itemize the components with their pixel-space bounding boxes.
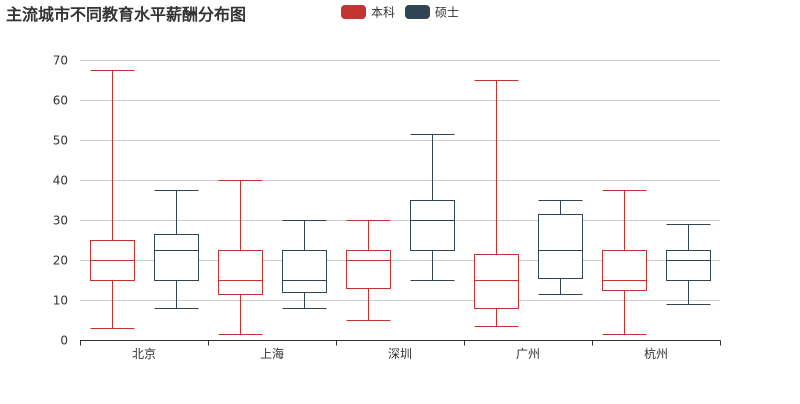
x-tick-label-0: 北京: [132, 347, 156, 361]
x-tick-label-1: 上海: [260, 346, 284, 361]
y-tick-label-10: 10: [53, 294, 68, 308]
y-tick-label-60: 60: [53, 94, 68, 108]
series-1: [154, 134, 711, 309]
legend-swatch-undergrad: [341, 5, 366, 19]
legend-swatch-master: [405, 5, 430, 19]
legend-label-master: 硕士: [435, 6, 459, 20]
box-body-1-2: [410, 200, 455, 251]
box-1-0[interactable]: [154, 190, 199, 309]
legend: 本科 硕士: [341, 5, 459, 20]
box-body-1-3: [538, 214, 583, 279]
chart-title: 主流城市不同教育水平薪酬分布图: [6, 5, 246, 24]
box-body-1-1: [282, 250, 327, 293]
y-tick-label-30: 30: [53, 214, 68, 228]
y-tick-label-40: 40: [53, 174, 68, 188]
box-0-1[interactable]: [218, 180, 263, 335]
y-tick-label-20: 20: [53, 254, 68, 268]
boxplot-series: [90, 70, 711, 335]
box-1-1[interactable]: [282, 220, 327, 309]
series-0: [90, 70, 647, 335]
box-0-0[interactable]: [90, 70, 135, 329]
box-0-3[interactable]: [474, 80, 519, 327]
legend-item-undergrad[interactable]: 本科: [341, 5, 395, 20]
box-1-3[interactable]: [538, 200, 583, 295]
box-body-1-4: [666, 250, 711, 281]
box-0-4[interactable]: [602, 190, 647, 335]
box-body-0-1: [218, 250, 263, 295]
box-1-2[interactable]: [410, 134, 455, 281]
y-tick-label-0: 0: [60, 334, 68, 348]
box-body-0-4: [602, 250, 647, 291]
axes: 0 10 20 30 40 50 60 70 北京 上海 深圳 广州 杭州: [53, 54, 721, 361]
y-tick-label-50: 50: [53, 134, 68, 148]
x-tick-label-2: 深圳: [388, 347, 412, 361]
legend-item-master[interactable]: 硕士: [405, 5, 459, 20]
legend-label-undergrad: 本科: [371, 6, 395, 20]
box-body-1-0: [154, 234, 199, 281]
box-body-0-2: [346, 250, 391, 289]
box-1-4[interactable]: [666, 224, 711, 305]
x-tick-label-3: 广州: [516, 347, 540, 361]
box-0-2[interactable]: [346, 220, 391, 321]
x-tick-label-4: 杭州: [644, 346, 668, 361]
y-tick-label-70: 70: [53, 54, 68, 68]
box-body-0-3: [474, 254, 519, 309]
